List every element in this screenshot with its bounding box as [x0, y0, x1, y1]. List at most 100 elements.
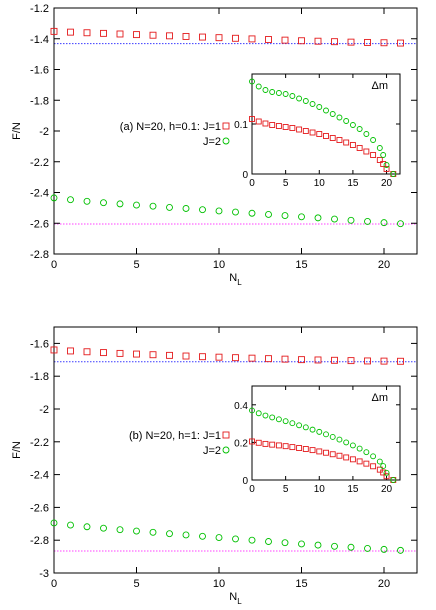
inset-data-point: [309, 426, 316, 433]
data-point: [331, 38, 338, 46]
inset-data-point: [316, 448, 323, 455]
inset-data-point: [302, 128, 309, 134]
data-point: [215, 34, 223, 42]
data-point: [380, 219, 388, 227]
inset-data-point: [343, 139, 350, 146]
panel-a-series-j1: [50, 27, 404, 47]
inset-x-tick-label: 0: [249, 484, 255, 495]
data-point: [215, 353, 223, 361]
inset-data-point: [296, 422, 303, 429]
data-point: [331, 542, 338, 550]
data-point: [347, 543, 355, 551]
data-point: [248, 35, 256, 43]
inset-data-point: [363, 449, 370, 456]
x-tick-label: 15: [295, 259, 307, 271]
legend-label: J=2: [203, 136, 221, 148]
inset-data-point: [390, 477, 397, 483]
inset-data-point: [309, 101, 316, 107]
inset-data-point: [296, 95, 303, 102]
inset-data-point: [282, 124, 289, 130]
data-point: [133, 350, 140, 358]
y-tick-label: -2.8: [30, 535, 49, 547]
data-point: [182, 352, 190, 360]
data-point: [314, 541, 322, 549]
x-axis-label: NL: [229, 591, 242, 606]
data-point: [50, 519, 58, 527]
data-point: [50, 27, 58, 35]
data-point: [265, 36, 272, 43]
inset-data-point: [255, 439, 262, 446]
inset-data-point: [282, 443, 289, 450]
data-point: [281, 355, 289, 363]
data-point: [149, 31, 157, 39]
data-point: [314, 214, 322, 222]
inset-data-point: [269, 89, 276, 95]
data-point: [215, 534, 223, 542]
x-tick-label: 0: [51, 578, 57, 590]
data-point: [133, 527, 140, 535]
data-point: [314, 356, 322, 364]
inset-data-point: [255, 410, 262, 417]
data-point: [397, 220, 404, 228]
y-tick-label: -1.8: [30, 371, 49, 383]
x-tick-label: 20: [378, 578, 390, 590]
inset-data-point: [349, 122, 356, 128]
inset-x-tick-label: 20: [381, 178, 393, 189]
x-tick-label: 10: [213, 578, 225, 590]
inset-data-point: [380, 469, 387, 476]
data-point: [100, 199, 107, 207]
inset-label: Δm: [371, 392, 388, 404]
inset-data-point: [309, 447, 316, 454]
legend-label: J=2: [203, 445, 221, 457]
data-point: [265, 211, 272, 218]
inset-data-point: [380, 152, 387, 158]
data-point: [347, 38, 355, 46]
inset-data-point: [316, 104, 323, 110]
data-point: [364, 38, 371, 46]
inset-data-point: [316, 131, 323, 137]
data-point: [281, 212, 289, 220]
y-tick-label: -2.8: [30, 249, 49, 261]
y-tick-label: -2: [39, 126, 49, 138]
inset-x-tick-label: 20: [381, 484, 393, 495]
data-point: [397, 357, 404, 365]
inset-data-point: [249, 116, 255, 122]
x-tick-label: 5: [133, 259, 139, 271]
data-point: [314, 37, 322, 45]
data-point: [83, 523, 91, 531]
y-tick-label: -2.2: [30, 157, 49, 169]
inset-data-point: [376, 157, 383, 163]
y-tick-label: -2.4: [30, 188, 49, 200]
data-point: [166, 530, 173, 538]
data-point: [199, 206, 206, 214]
inset-x-tick-label: 10: [314, 484, 326, 495]
data-point: [83, 29, 91, 37]
data-point: [397, 39, 404, 47]
inset-series-j1: [249, 438, 397, 483]
y-tick-label: -1.6: [30, 65, 49, 77]
inset-data-point: [296, 126, 303, 133]
panel-b: -3 -2.8 -2.6 -2.4 -2.2 -2 -1.8 -1.6 0 5 10 15 20 F/N N…: [11, 326, 418, 606]
inset-data-point: [289, 444, 296, 451]
data-point: [248, 354, 256, 362]
data-point: [298, 540, 305, 548]
inset-data-point: [316, 428, 323, 435]
inset-data-point: [262, 120, 269, 127]
panel-b-inset: 0 0.2 0.4 0 5 10 15 20 Δm: [234, 385, 401, 495]
data-point: [166, 203, 173, 211]
inset-data-point: [282, 91, 289, 97]
inset-data-point: [370, 463, 377, 470]
data-point: [166, 32, 173, 40]
data-point: [248, 209, 256, 217]
data-point: [182, 205, 190, 212]
data-point: [232, 354, 239, 362]
inset-data-point: [249, 438, 255, 445]
inset-data-point: [262, 412, 269, 419]
inset-data-point: [302, 98, 309, 104]
inset-data-point: [323, 449, 329, 456]
inset-data-point: [275, 442, 282, 449]
inset-data-point: [380, 161, 387, 167]
inset-label: Δm: [371, 80, 388, 92]
inset-data-point: [376, 145, 383, 151]
inset-data-point: [329, 111, 336, 117]
